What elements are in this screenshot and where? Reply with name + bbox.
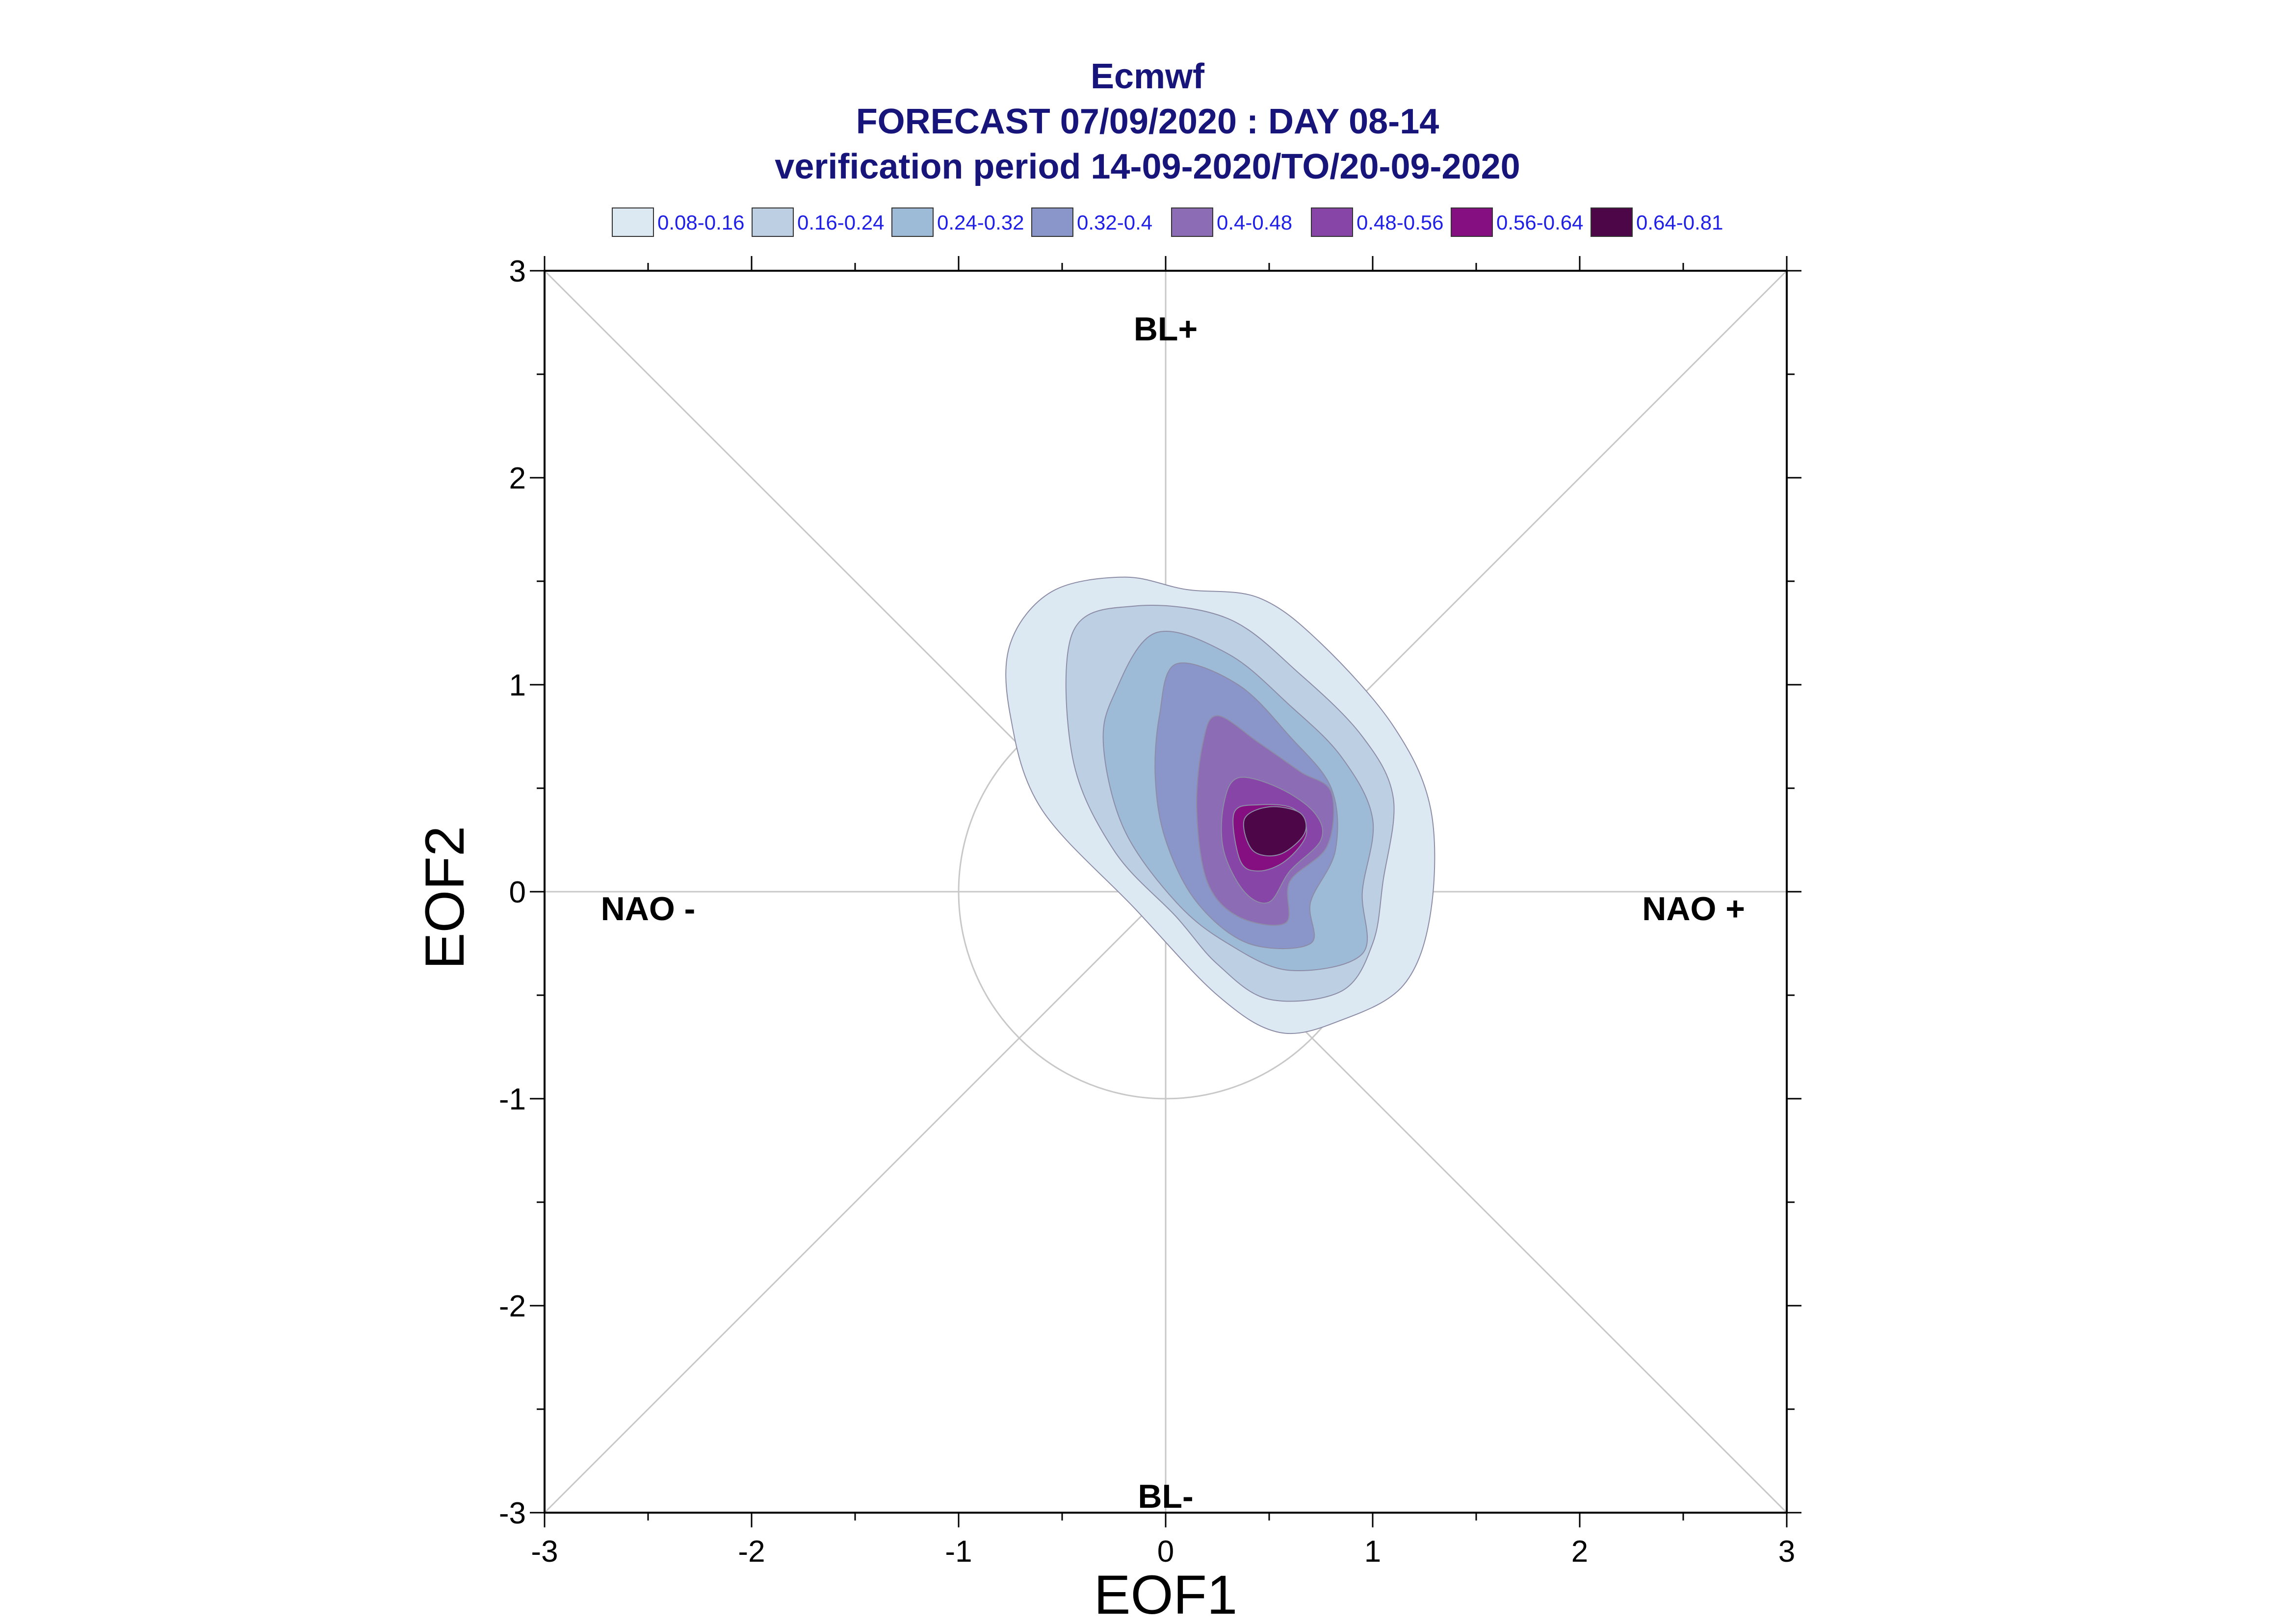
y-tick-label: 2 <box>509 462 526 495</box>
chart-title-line-1: Ecmwf <box>1091 57 1205 96</box>
y-tick-label: -1 <box>499 1083 526 1116</box>
x-tick-label: 0 <box>1157 1535 1174 1569</box>
x-tick-label: 1 <box>1364 1535 1381 1569</box>
x-tick-label: -3 <box>531 1535 558 1569</box>
x-tick-label: -2 <box>738 1535 765 1569</box>
legend-label-7: 0.64-0.81 <box>1636 211 1723 234</box>
legend-swatch-0 <box>612 207 654 237</box>
regime-label-2: NAO - <box>601 890 696 928</box>
regime-label-0: BL+ <box>1134 310 1198 348</box>
legend-label-6: 0.56-0.64 <box>1496 211 1583 234</box>
y-tick-label: 1 <box>509 669 526 702</box>
y-tick-label: 0 <box>509 876 526 909</box>
x-tick-label: 3 <box>1778 1535 1795 1569</box>
legend-label-5: 0.48-0.56 <box>1356 211 1443 234</box>
legend-swatch-4 <box>1171 207 1213 237</box>
legend-label-3: 0.32-0.4 <box>1077 211 1152 234</box>
y-axis-title: EOF2 <box>414 826 475 970</box>
legend-swatch-1 <box>752 207 794 237</box>
axis-tick-labels: -3 -2 -1 0 1 2 3 -3 -2 -1 0 1 2 3 <box>499 255 1795 1569</box>
legend-swatch-3 <box>1031 207 1073 237</box>
regime-label-1: BL- <box>1138 1478 1193 1515</box>
legend-label-0: 0.08-0.16 <box>657 211 744 234</box>
chart-title-line-3: verification period 14-09-2020/TO/20-09-… <box>775 147 1520 186</box>
legend-swatch-5 <box>1311 207 1353 237</box>
legend-label-1: 0.16-0.24 <box>797 211 884 234</box>
y-tick-label: 3 <box>509 255 526 288</box>
axis-ticks <box>530 256 1801 1527</box>
density-contours <box>1005 576 1435 1034</box>
y-tick-label: -3 <box>499 1496 526 1530</box>
x-tick-label: 2 <box>1571 1535 1588 1569</box>
legend-swatch-2 <box>891 207 934 237</box>
chart-title-line-2: FORECAST 07/09/2020 : DAY 08-14 <box>856 102 1439 141</box>
legend-label-2: 0.24-0.32 <box>937 211 1024 234</box>
regime-label-3: NAO + <box>1642 890 1745 928</box>
legend-label-4: 0.4-0.48 <box>1217 211 1292 234</box>
x-axis-title: EOF1 <box>1094 1564 1238 1624</box>
legend-swatch-6 <box>1451 207 1493 237</box>
y-tick-label: -2 <box>499 1289 526 1323</box>
legend: 0.08-0.16 0.16-0.24 0.24-0.32 0.32-0.4 0.4-0… <box>612 207 1723 237</box>
x-tick-label: -1 <box>945 1535 972 1569</box>
legend-swatch-7 <box>1591 207 1633 237</box>
contour-level-7 <box>1243 806 1307 857</box>
regime-labels: BL+ BL- NAO - NAO + <box>601 310 1745 1515</box>
